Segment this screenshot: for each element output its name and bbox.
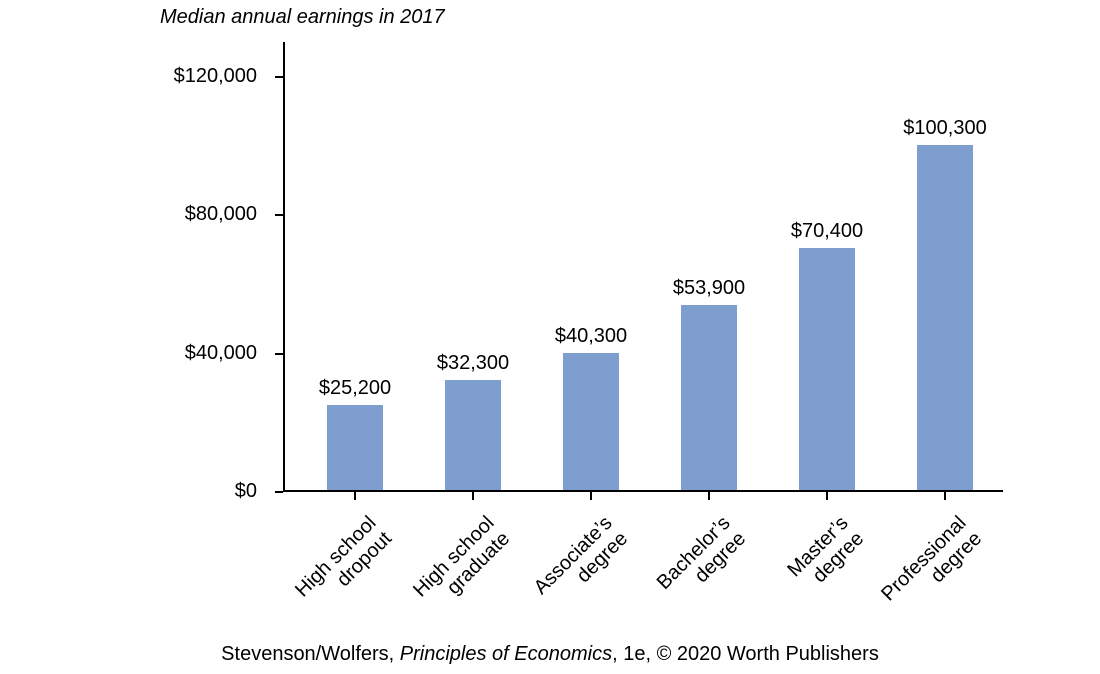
bar [681,305,737,490]
y-tick [275,76,283,78]
chart-title: Median annual earnings in 2017 [160,6,445,29]
caption-prefix: Stevenson/Wolfers, [221,643,400,665]
y-tick [275,491,283,493]
bar [917,145,973,490]
bar-value-label: $70,400 [757,220,897,243]
y-axis-line [283,42,285,492]
x-tick [944,492,946,500]
bar-value-label: $25,200 [285,377,425,400]
bar [445,380,501,490]
y-tick [275,353,283,355]
y-tick [275,214,283,216]
x-tick [590,492,592,500]
plot-area: $0$40,000$80,000$120,000$25,200High scho… [283,42,1003,492]
bar-value-label: $53,900 [639,277,779,300]
x-tick [354,492,356,500]
chart-caption: Stevenson/Wolfers, Principles of Economi… [0,643,1100,666]
x-tick [472,492,474,500]
earnings-bar-chart: Median annual earnings in 2017 $0$40,000… [0,0,1100,674]
bar-value-label: $100,300 [875,117,1015,140]
y-tick-label: $40,000 [117,342,257,365]
bar [799,248,855,490]
bar-value-label: $40,300 [521,325,661,348]
caption-suffix: , 1e, © 2020 Worth Publishers [612,643,879,665]
x-tick [826,492,828,500]
bar [563,353,619,491]
y-tick-label: $80,000 [117,203,257,226]
x-axis-line [283,490,1003,492]
bar [327,405,383,490]
caption-book-title: Principles of Economics [400,643,612,665]
y-tick-label: $120,000 [117,65,257,88]
x-tick [708,492,710,500]
y-tick-label: $0 [117,480,257,503]
bar-value-label: $32,300 [403,352,543,375]
